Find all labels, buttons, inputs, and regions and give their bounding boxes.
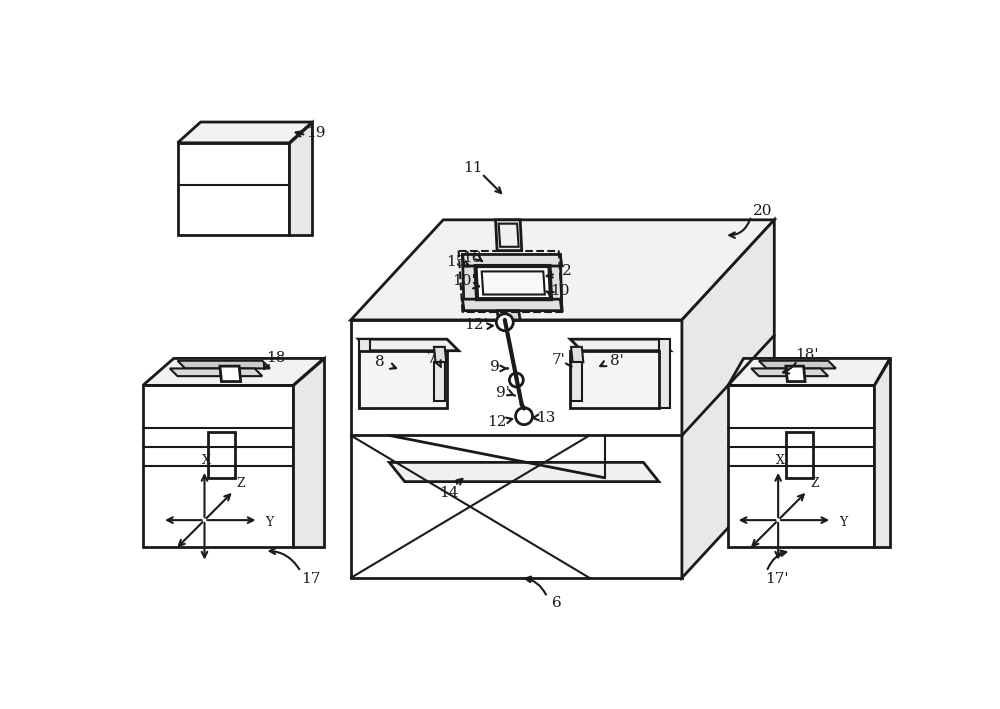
Bar [434, 362, 445, 401]
Text: 17: 17 [301, 571, 320, 586]
Bar [358, 351, 447, 408]
Text: 10': 10' [452, 274, 476, 288]
Text: Y: Y [839, 516, 847, 529]
Bar [570, 351, 659, 408]
Polygon shape [874, 359, 890, 547]
Polygon shape [178, 122, 312, 143]
Text: 14: 14 [440, 486, 459, 500]
Text: 12: 12 [487, 415, 507, 428]
Polygon shape [358, 339, 459, 351]
Text: 18: 18 [266, 351, 285, 364]
Polygon shape [289, 122, 312, 235]
Polygon shape [434, 347, 446, 362]
Text: 10: 10 [550, 284, 570, 298]
Text: 8: 8 [375, 355, 385, 369]
Circle shape [516, 408, 533, 425]
Bar [728, 386, 874, 547]
Text: 19: 19 [306, 125, 326, 140]
Polygon shape [549, 255, 562, 308]
Polygon shape [476, 266, 551, 299]
Bar [178, 143, 289, 235]
Text: Z: Z [236, 476, 245, 490]
Polygon shape [351, 220, 774, 320]
Polygon shape [178, 361, 270, 369]
Text: 8': 8' [610, 354, 623, 368]
Polygon shape [571, 347, 583, 362]
Polygon shape [659, 339, 670, 408]
Polygon shape [759, 361, 836, 369]
Polygon shape [293, 359, 324, 547]
Text: 6: 6 [552, 596, 562, 610]
Text: 12': 12' [464, 318, 487, 333]
Text: 7': 7' [552, 353, 566, 367]
Text: X: X [202, 454, 211, 467]
Text: 17': 17' [765, 571, 788, 586]
Text: 2: 2 [562, 264, 571, 279]
Polygon shape [570, 339, 670, 351]
Polygon shape [389, 462, 659, 481]
Polygon shape [462, 255, 562, 266]
Text: 9': 9' [496, 386, 510, 400]
Circle shape [496, 314, 513, 330]
Text: 11: 11 [463, 161, 482, 175]
Polygon shape [728, 359, 890, 386]
Text: 16: 16 [462, 250, 481, 264]
Text: X: X [776, 454, 785, 467]
Bar [786, 432, 813, 478]
Text: Z: Z [810, 476, 819, 490]
Text: 15: 15 [447, 255, 466, 269]
Polygon shape [786, 366, 805, 381]
Polygon shape [462, 255, 477, 308]
Polygon shape [482, 272, 545, 294]
Polygon shape [497, 311, 520, 320]
Polygon shape [496, 220, 522, 250]
Polygon shape [751, 369, 828, 376]
Circle shape [509, 373, 523, 387]
Polygon shape [220, 366, 241, 381]
Text: 18': 18' [795, 348, 818, 362]
Bar [571, 362, 582, 401]
Text: 9: 9 [490, 360, 500, 374]
Text: Y: Y [265, 516, 273, 529]
Polygon shape [462, 299, 562, 311]
Bar [143, 386, 293, 547]
Polygon shape [170, 369, 262, 376]
Polygon shape [682, 220, 774, 578]
Text: 20: 20 [753, 203, 773, 218]
Polygon shape [143, 359, 324, 386]
Polygon shape [499, 223, 519, 247]
Polygon shape [358, 339, 370, 408]
Text: 13: 13 [536, 411, 555, 425]
Text: 7: 7 [427, 352, 436, 367]
Bar [208, 432, 235, 478]
Polygon shape [351, 320, 682, 578]
